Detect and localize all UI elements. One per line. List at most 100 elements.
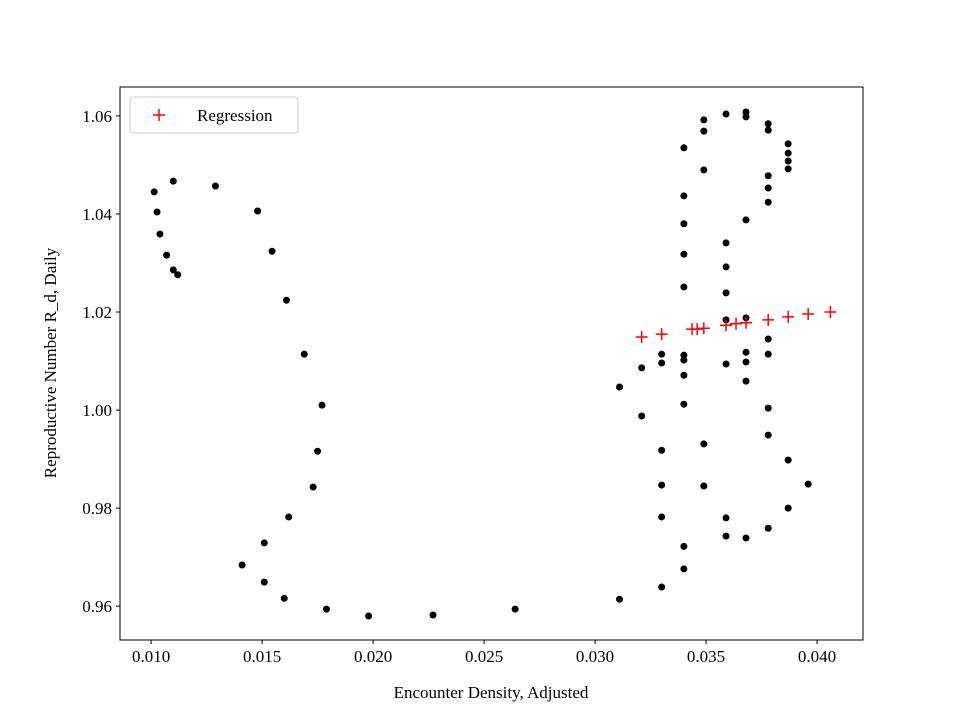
- point: [742, 216, 750, 224]
- point: [615, 595, 623, 603]
- point: [764, 172, 772, 180]
- point: [722, 289, 730, 297]
- point: [700, 440, 708, 448]
- point: [764, 126, 772, 134]
- x-tick-label: 0.030: [576, 647, 614, 666]
- y-tick-label: 1.06: [82, 107, 112, 126]
- point: [764, 350, 772, 358]
- x-axis-label: Encounter Density, Adjusted: [394, 683, 589, 702]
- point: [742, 113, 750, 121]
- point: [680, 356, 688, 364]
- plot-frame: [119, 86, 864, 641]
- point: [174, 271, 182, 279]
- point: [742, 358, 750, 366]
- point: [150, 188, 158, 196]
- point: [764, 524, 772, 532]
- point: [722, 110, 730, 118]
- point: [153, 208, 161, 216]
- point: [680, 371, 688, 379]
- y-axis-label: Reproductive Number R_d, Daily: [41, 247, 60, 478]
- x-tick-label: 0.015: [243, 647, 281, 666]
- x-tick-label: 0.040: [798, 647, 836, 666]
- point: [722, 532, 730, 540]
- point: [722, 263, 730, 271]
- legend-marker: [153, 109, 165, 121]
- point: [318, 401, 326, 409]
- plus-marker: [762, 313, 775, 326]
- point: [658, 481, 666, 489]
- plus-marker: [740, 316, 753, 329]
- point: [680, 400, 688, 408]
- point: [282, 296, 290, 304]
- y-tick-label: 0.98: [82, 499, 112, 518]
- point: [511, 605, 519, 613]
- point: [314, 447, 322, 455]
- point: [260, 578, 268, 586]
- point: [156, 230, 164, 238]
- point: [742, 377, 750, 385]
- point: [722, 514, 730, 522]
- point: [784, 140, 792, 148]
- point: [680, 351, 688, 359]
- point: [280, 594, 288, 602]
- point: [285, 513, 293, 521]
- point: [169, 266, 177, 274]
- point: [700, 127, 708, 135]
- point: [680, 565, 688, 573]
- point: [764, 335, 772, 343]
- point: [658, 359, 666, 367]
- y-tick-label: 1.02: [82, 303, 112, 322]
- point: [784, 456, 792, 464]
- point: [784, 165, 792, 173]
- point: [764, 431, 772, 439]
- point: [700, 166, 708, 174]
- plus-marker: [655, 328, 668, 341]
- x-tick-label: 0.020: [354, 647, 392, 666]
- point: [365, 612, 373, 620]
- point: [722, 239, 730, 247]
- point: [680, 283, 688, 291]
- point: [680, 250, 688, 258]
- point: [680, 220, 688, 228]
- point: [742, 348, 750, 356]
- point: [638, 412, 646, 420]
- y-tick-label: 1.00: [82, 401, 112, 420]
- point: [163, 251, 171, 259]
- plus-marker: [635, 331, 648, 344]
- point: [429, 611, 437, 619]
- plus-marker: [720, 319, 733, 332]
- point: [722, 360, 730, 368]
- point: [742, 108, 750, 116]
- point: [300, 350, 308, 358]
- plus-marker: [691, 323, 704, 336]
- plus-marker: [824, 306, 837, 319]
- point: [260, 539, 268, 547]
- point: [764, 120, 772, 128]
- point: [700, 116, 708, 124]
- plus-marker: [802, 307, 815, 320]
- point: [680, 542, 688, 550]
- point: [764, 404, 772, 412]
- point: [638, 364, 646, 372]
- point: [658, 583, 666, 591]
- plus-marker: [782, 310, 795, 323]
- point: [658, 446, 666, 454]
- point: [658, 350, 666, 358]
- point: [784, 157, 792, 165]
- x-tick-label: 0.035: [687, 647, 725, 666]
- point: [309, 483, 317, 491]
- point: [615, 383, 623, 391]
- plus-marker: [697, 322, 710, 335]
- legend-box: [129, 96, 299, 134]
- point: [784, 149, 792, 157]
- point: [804, 480, 812, 488]
- point: [764, 198, 772, 206]
- point: [268, 247, 276, 255]
- plus-marker: [730, 317, 743, 330]
- y-tick-label: 0.96: [82, 597, 112, 616]
- legend-label: Regression: [197, 106, 273, 125]
- point: [211, 182, 219, 190]
- point: [658, 513, 666, 521]
